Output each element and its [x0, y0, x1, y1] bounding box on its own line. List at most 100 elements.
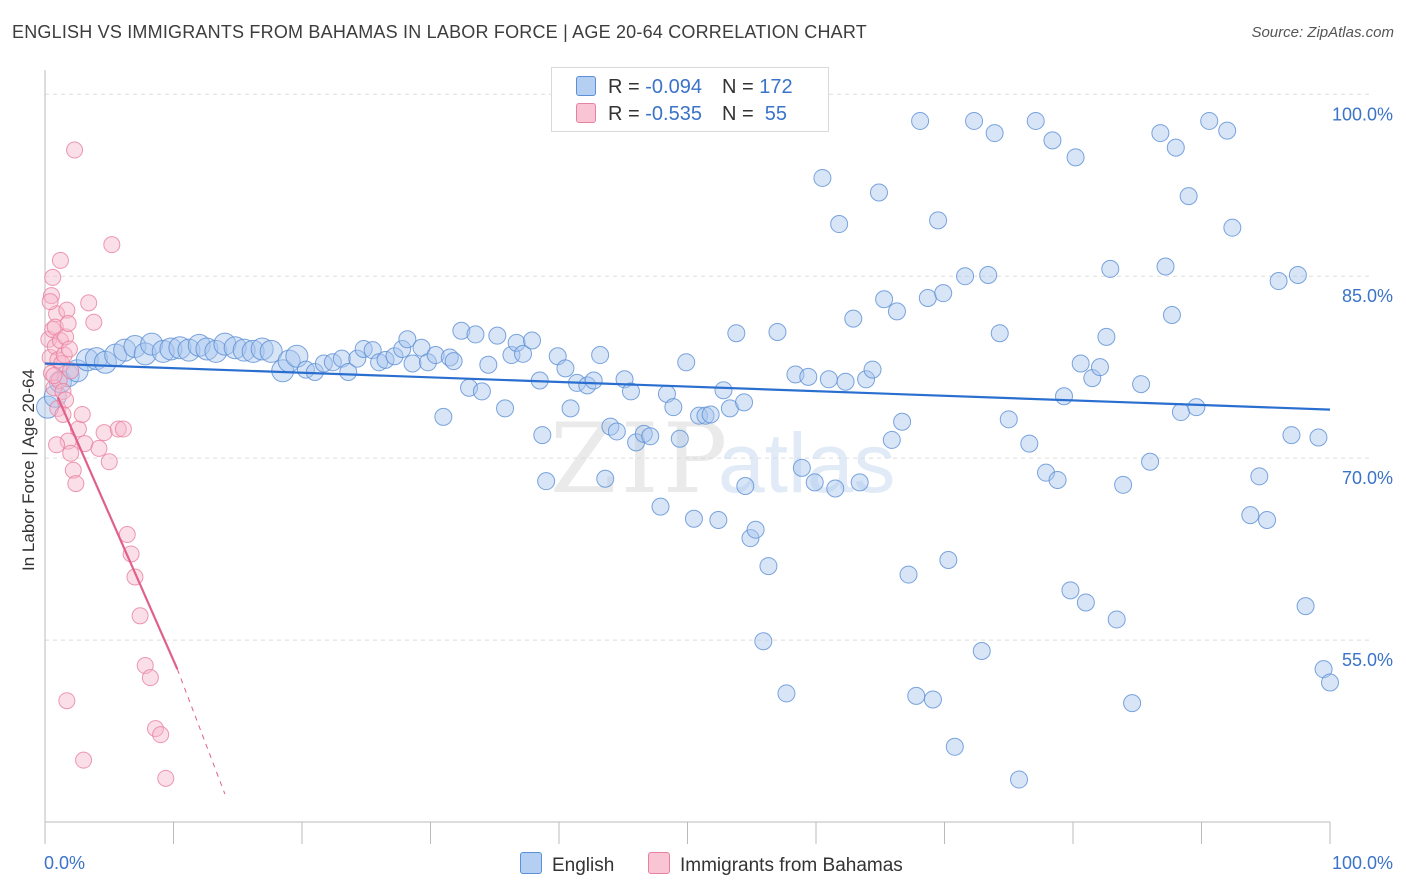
- english-point: [850, 473, 869, 492]
- english-point: [1187, 398, 1206, 417]
- y-axis-label: In Labor Force | Age 20-64: [19, 369, 38, 571]
- english-point: [641, 427, 660, 446]
- english-point: [159, 337, 183, 361]
- english-point: [1076, 593, 1095, 612]
- english-point: [403, 354, 422, 373]
- english-point: [1179, 187, 1198, 206]
- english-point: [584, 371, 603, 390]
- english-point: [426, 346, 445, 365]
- english-point: [670, 429, 689, 448]
- english-point: [863, 360, 882, 379]
- legend-n-label: N =: [721, 76, 760, 98]
- english-point: [844, 309, 863, 328]
- english-point: [385, 347, 404, 366]
- english-point: [1241, 506, 1260, 525]
- english-point: [836, 372, 855, 391]
- bahamas-point: [50, 372, 68, 390]
- english-point: [677, 353, 696, 372]
- english-point: [1132, 375, 1151, 394]
- english-point: [496, 399, 515, 418]
- english-point: [999, 410, 1018, 429]
- english-point: [945, 737, 964, 756]
- english-point: [241, 339, 265, 363]
- bahamas-point: [152, 726, 170, 744]
- english-point: [502, 346, 521, 365]
- y-tick-label: 55.0%: [1342, 650, 1393, 670]
- english-point: [1282, 426, 1301, 445]
- english-point: [466, 325, 485, 344]
- english-point: [533, 426, 552, 445]
- english-point: [1166, 138, 1185, 157]
- legend-row-bahamas: R = -0.535 N = 55: [576, 103, 787, 127]
- bahamas-point: [67, 475, 85, 493]
- english-point: [1309, 428, 1328, 447]
- legend-n-label: N =: [721, 103, 760, 125]
- english-point: [1171, 403, 1190, 422]
- bahamas-point: [85, 313, 103, 331]
- english-point: [714, 381, 733, 400]
- x-tick-label: 100.0%: [1332, 853, 1393, 873]
- english-point: [741, 529, 760, 548]
- english-point: [805, 473, 824, 492]
- english-point: [1200, 111, 1219, 130]
- bahamas-point: [157, 769, 175, 787]
- english-point: [918, 289, 937, 308]
- bahamas-point: [90, 439, 108, 457]
- english-point: [813, 168, 832, 187]
- bahamas-point: [100, 453, 118, 471]
- x-tick-labels: 0.0% 100.0%: [44, 853, 1393, 873]
- english-point: [393, 339, 412, 358]
- bottom-legend-bahamas: Immigrants from Bahamas: [648, 852, 903, 877]
- english-point: [1107, 610, 1126, 629]
- legend-r-label: R =: [608, 103, 646, 125]
- english-point: [607, 422, 626, 441]
- english-point: [259, 339, 283, 363]
- legend-n-value-english: 172: [759, 76, 793, 98]
- chart-title: ENGLISH VS IMMIGRANTS FROM BAHAMAS IN LA…: [12, 22, 867, 42]
- english-point: [204, 339, 228, 363]
- english-point: [899, 565, 918, 584]
- stats-legend: R = -0.094 N = 172 R = -0.535 N = 55: [551, 67, 829, 132]
- bahamas-point: [45, 367, 63, 385]
- english-point: [1258, 510, 1277, 529]
- grid-lines: [45, 93, 1370, 641]
- axes: [44, 70, 1331, 844]
- english-point: [1288, 265, 1307, 284]
- english-point: [621, 382, 640, 401]
- english-point: [907, 686, 926, 705]
- english-point: [1296, 597, 1315, 616]
- bahamas-trend-extension: [176, 668, 226, 795]
- english-point: [727, 324, 746, 343]
- english-point: [929, 211, 948, 230]
- x-tick-label: 0.0%: [44, 853, 85, 873]
- english-point: [514, 344, 533, 363]
- english-point: [537, 472, 556, 491]
- english-point: [857, 370, 876, 389]
- english-point: [1141, 452, 1160, 471]
- watermark-zip: ZIP: [550, 403, 731, 515]
- english-point: [223, 336, 247, 360]
- bahamas-point: [95, 424, 113, 442]
- english-point: [882, 430, 901, 449]
- bahamas-point: [62, 362, 80, 380]
- english-point: [1156, 257, 1175, 276]
- english-point: [1071, 354, 1090, 373]
- english-point: [376, 350, 395, 369]
- bahamas-point: [48, 436, 66, 454]
- bahamas-point: [58, 692, 76, 710]
- english-point: [314, 354, 333, 373]
- english-point: [168, 336, 192, 360]
- english-point: [1048, 470, 1067, 489]
- english-point: [1218, 121, 1237, 140]
- legend-r-value-bahamas: -0.535: [645, 103, 702, 125]
- english-point: [911, 111, 930, 130]
- english-point: [507, 333, 526, 352]
- y-tick-label: 100.0%: [1332, 104, 1393, 124]
- english-point: [479, 355, 498, 374]
- bahamas-point: [60, 340, 78, 358]
- english-point: [232, 338, 256, 362]
- bottom-swatch-bahamas: [648, 852, 670, 874]
- english-point: [979, 265, 998, 284]
- english-point: [934, 284, 953, 303]
